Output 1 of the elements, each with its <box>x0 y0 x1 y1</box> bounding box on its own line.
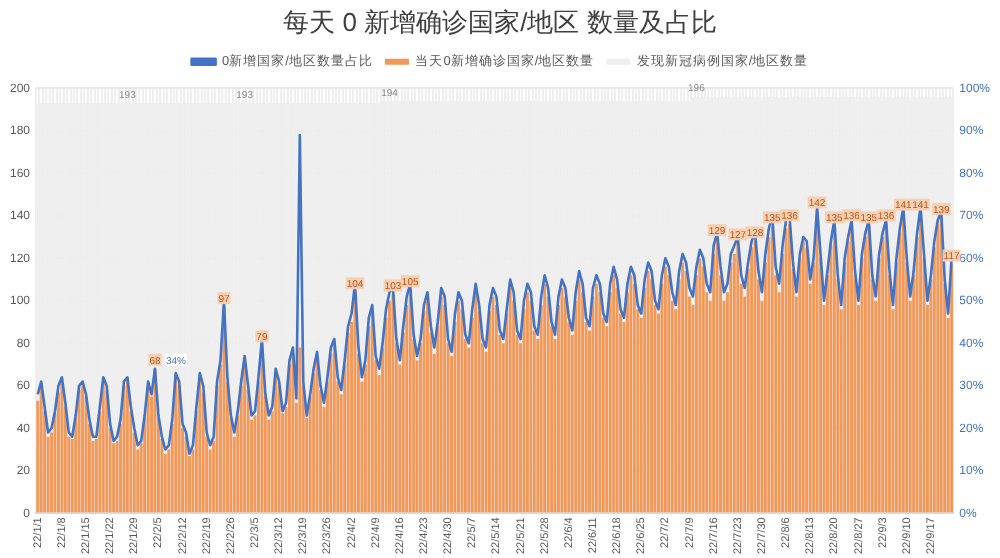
chart-title: 每天 0 新增确诊国家/地区 数量及占比 <box>283 6 717 37</box>
